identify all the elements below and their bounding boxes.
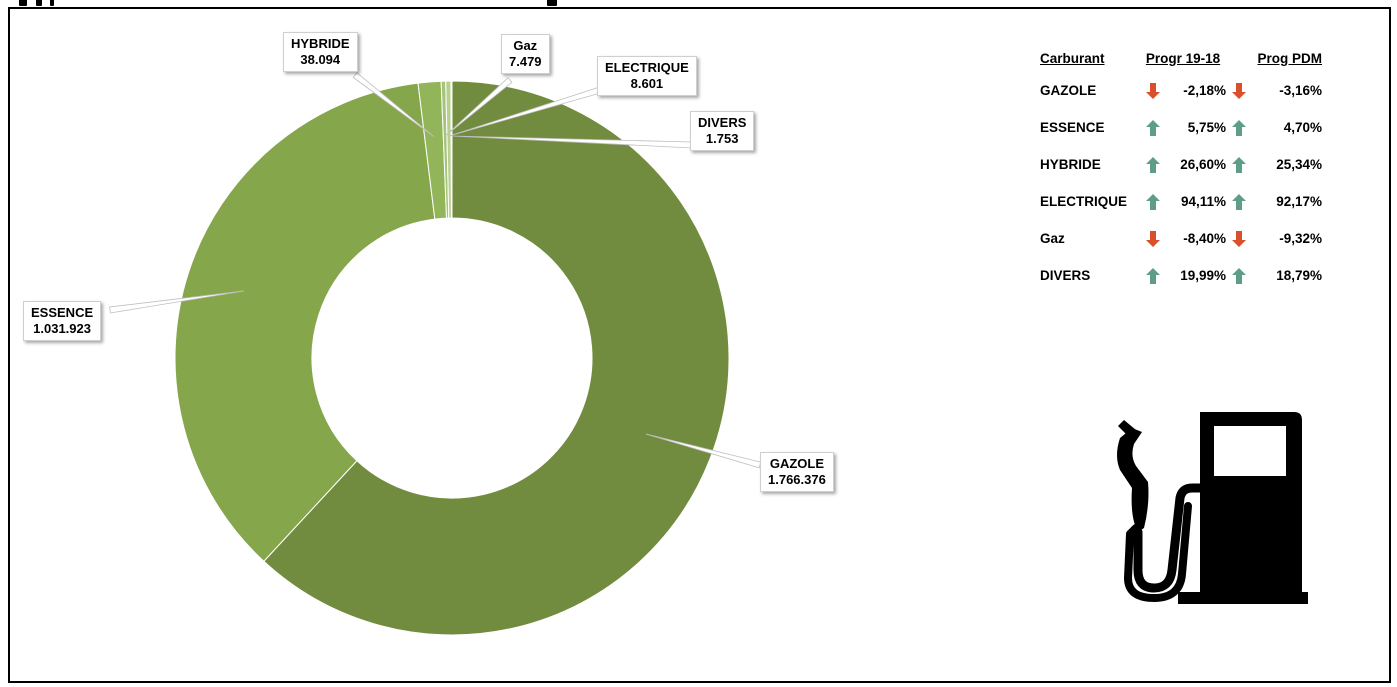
fuel-pump-icon — [1117, 412, 1308, 604]
fuel-progress-table: Carburant Progr 19-18 Prog PDM GAZOLE -2,… — [1040, 44, 1322, 294]
arrow-cell — [1140, 257, 1166, 294]
arrow-cell — [1140, 183, 1166, 220]
table-row: ESSENCE 5,75% 4,70% — [1040, 109, 1322, 146]
header-carburant: Carburant — [1040, 50, 1105, 66]
row-progr: -8,40% — [1183, 231, 1226, 246]
row-pdm: -9,32% — [1279, 231, 1322, 246]
row-name: Gaz — [1040, 231, 1065, 246]
arrow-cell — [1140, 220, 1166, 257]
arrow-cell — [1226, 146, 1252, 183]
donut-slice-essence — [174, 82, 436, 562]
arrow-up-icon — [1232, 267, 1246, 284]
cropped-title-remnant — [0, 0, 560, 7]
slice-label-essence: ESSENCE 1.031.923 — [23, 301, 102, 341]
arrow-cell — [1140, 146, 1166, 183]
arrow-up-icon — [1146, 267, 1160, 284]
row-pdm: 92,17% — [1276, 194, 1322, 209]
arrow-down-icon — [1146, 230, 1160, 247]
arrow-down-icon — [1232, 230, 1246, 247]
donut-slice-divers — [450, 80, 453, 219]
row-name: HYBRIDE — [1040, 157, 1101, 172]
arrow-down-icon — [1232, 82, 1246, 99]
table-row: GAZOLE -2,18% -3,16% — [1040, 72, 1322, 109]
row-pdm: 25,34% — [1276, 157, 1322, 172]
table-row: DIVERS 19,99% 18,79% — [1040, 257, 1322, 294]
header-pdm: Prog PDM — [1257, 50, 1322, 66]
row-pdm: -3,16% — [1279, 83, 1322, 98]
row-name: ELECTRIQUE — [1040, 194, 1128, 209]
arrow-cell — [1140, 72, 1166, 109]
header-progr: Progr 19-18 — [1145, 50, 1221, 66]
table-row: HYBRIDE 26,60% 25,34% — [1040, 146, 1322, 183]
row-name: ESSENCE — [1040, 120, 1105, 135]
table-header-row: Carburant Progr 19-18 Prog PDM — [1040, 44, 1322, 72]
slice-label-hybride: HYBRIDE 38.094 — [283, 32, 358, 72]
arrow-up-icon — [1146, 193, 1160, 210]
arrow-up-icon — [1232, 119, 1246, 136]
arrow-up-icon — [1146, 156, 1160, 173]
arrow-up-icon — [1232, 156, 1246, 173]
slice-label-gazole: GAZOLE 1.766.376 — [760, 452, 834, 492]
leader-line-gaz — [444, 77, 513, 137]
arrow-cell — [1226, 183, 1252, 220]
slice-label-gaz: Gaz 7.479 — [501, 34, 550, 74]
arrow-up-icon — [1232, 193, 1246, 210]
table-row: ELECTRIQUE 94,11% 92,17% — [1040, 183, 1322, 220]
leader-line-essence — [109, 290, 245, 314]
row-pdm: 4,70% — [1283, 120, 1322, 135]
arrow-up-icon — [1146, 119, 1160, 136]
arrow-cell — [1226, 257, 1252, 294]
leader-line-hybride — [352, 72, 435, 138]
donut-chart — [109, 72, 762, 636]
row-progr: 26,60% — [1180, 157, 1226, 172]
row-progr: 5,75% — [1187, 120, 1226, 135]
table-row: Gaz -8,40% -9,32% — [1040, 220, 1322, 257]
arrow-cell — [1226, 109, 1252, 146]
arrow-down-icon — [1146, 82, 1160, 99]
slice-label-electrique: ELECTRIQUE 8.601 — [597, 56, 697, 96]
row-pdm: 18,79% — [1276, 268, 1322, 283]
row-progr: 94,11% — [1180, 194, 1226, 209]
row-progr: -2,18% — [1183, 83, 1226, 98]
arrow-cell — [1226, 72, 1252, 109]
donut-slice-gazole — [263, 80, 730, 636]
row-progr: 19,99% — [1180, 268, 1226, 283]
row-name: GAZOLE — [1040, 83, 1097, 98]
slice-label-divers: DIVERS 1.753 — [690, 111, 755, 151]
arrow-cell — [1226, 220, 1252, 257]
arrow-cell — [1140, 109, 1166, 146]
row-name: DIVERS — [1040, 268, 1091, 283]
